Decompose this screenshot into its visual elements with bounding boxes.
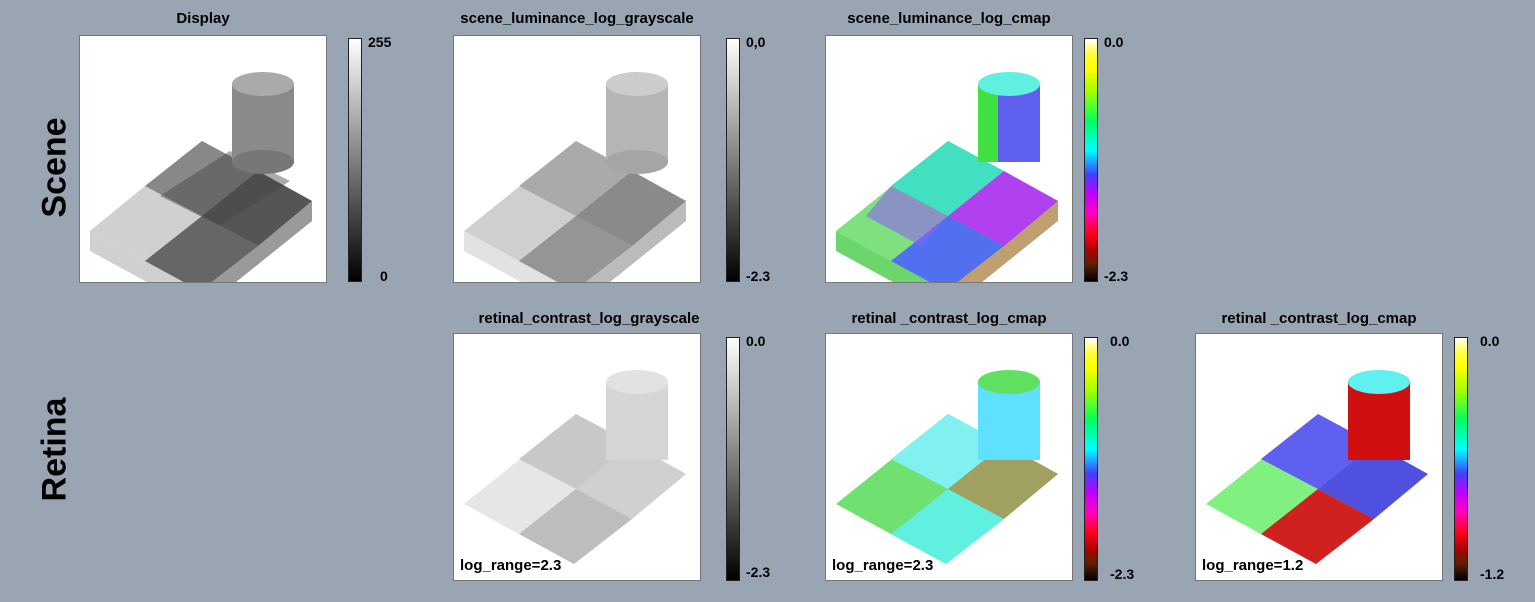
scene-cmap-image <box>825 35 1073 283</box>
scene-cmap-colorbar <box>1084 38 1098 282</box>
panel-title-scene-gray: scene_luminance_log_grayscale <box>460 10 694 27</box>
scene-gray-image <box>453 35 701 283</box>
scene-cmap-top-tick: 0.0 <box>1104 34 1124 50</box>
retina-cmap2-top-tick: 0.0 <box>1480 333 1500 349</box>
retina-cmap2-colorbar <box>1454 337 1468 581</box>
retina-cmap2-image: log_range=1.2 <box>1195 333 1443 581</box>
row-label-scene: Scene <box>35 117 74 218</box>
retina-gray-range: log_range=2.3 <box>460 557 562 574</box>
scene-cmap-illustration <box>836 72 1058 282</box>
retina-cmap-top-tick: 0.0 <box>1110 333 1130 349</box>
retina-gray-illustration <box>464 370 686 564</box>
panel-title-scene-cmap: scene_luminance_log_cmap <box>847 10 1051 27</box>
retina-cmap2-range: log_range=1.2 <box>1202 557 1304 574</box>
panel-title-retina-gray: retinal_contrast_log_grayscale <box>478 310 700 327</box>
scene-gray-top-tick: 0,0 <box>746 34 766 50</box>
retina-gray-bottom-tick: -2.3 <box>746 564 771 580</box>
retina-cmap-bottom-tick: -2.3 <box>1110 566 1135 582</box>
scene-gray-colorbar <box>726 38 740 282</box>
retina-cmap-illustration <box>836 370 1058 564</box>
panel-title-display: Display <box>176 10 230 27</box>
panel-title-retina-cmap: retinal _contrast_log_cmap <box>851 310 1047 327</box>
scene-gray-bottom-tick: -2.3 <box>746 268 771 284</box>
retina-cmap2-bottom-tick: -1.2 <box>1480 566 1505 582</box>
scene-gray-illustration <box>464 72 686 282</box>
checker-shadow-illustration <box>90 72 312 282</box>
retina-gray-top-tick: 0.0 <box>746 333 766 349</box>
display-bottom-tick: 0 <box>380 268 388 284</box>
retina-gray-colorbar <box>726 337 740 581</box>
scene-cmap-bottom-tick: -2.3 <box>1104 268 1129 284</box>
retina-cmap2-illustration <box>1206 370 1428 564</box>
retina-gray-image: log_range=2.3 <box>453 333 701 581</box>
retina-cmap-image: log_range=2.3 <box>825 333 1073 581</box>
display-image <box>79 35 327 283</box>
retina-cmap-colorbar <box>1084 337 1098 581</box>
display-colorbar <box>348 38 362 282</box>
row-label-retina: Retina <box>35 397 74 502</box>
panel-title-retina-cmap2: retinal _contrast_log_cmap <box>1221 310 1417 327</box>
display-top-tick: 255 <box>368 34 392 50</box>
retina-cmap-range: log_range=2.3 <box>832 557 934 574</box>
